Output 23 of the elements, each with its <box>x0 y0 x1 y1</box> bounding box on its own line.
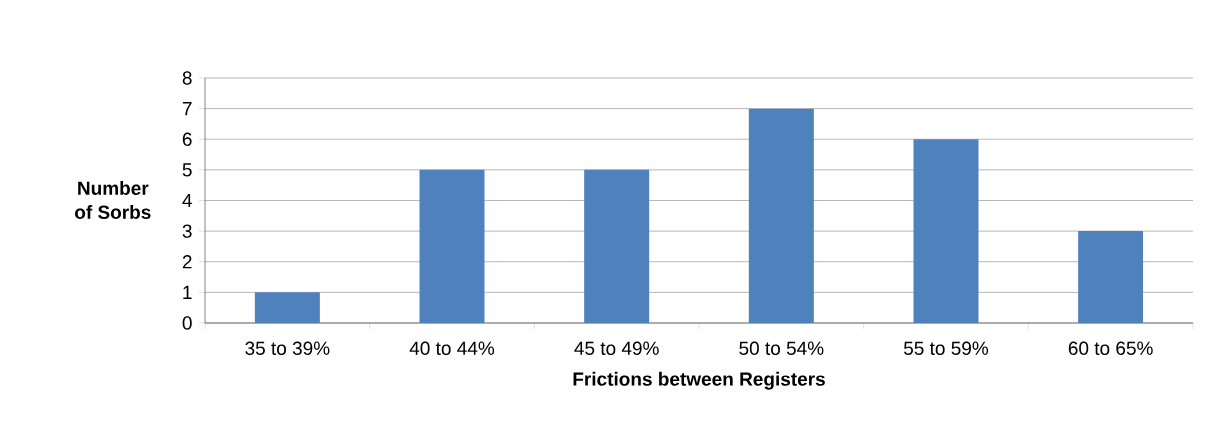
bar <box>584 169 650 323</box>
x-tick-label: 35 to 39% <box>245 341 330 355</box>
x-tick-label: 45 to 49% <box>574 341 659 355</box>
bar <box>254 292 320 323</box>
y-tick-label: 7 <box>182 102 192 116</box>
y-tick-label: 6 <box>182 132 192 146</box>
y-tick-label: 0 <box>182 316 192 330</box>
x-tick-label: 50 to 54% <box>739 341 824 355</box>
x-tick-label: 60 to 65% <box>1068 341 1153 355</box>
y-tick-label: 2 <box>182 255 192 269</box>
x-tick-label: 55 to 59% <box>903 341 989 355</box>
x-axis-title: Frictions between Registers <box>573 371 825 390</box>
bar <box>1078 231 1144 323</box>
y-tick-label: 1 <box>183 285 192 299</box>
bar <box>748 108 814 323</box>
y-axis-title: Number of Sorbs <box>75 181 151 219</box>
bar <box>913 139 979 323</box>
y-tick-label: 4 <box>182 193 192 208</box>
x-tick-label: 40 to 44% <box>409 341 495 355</box>
bar <box>419 169 485 323</box>
y-tick-label: 3 <box>182 224 192 238</box>
y-tick-label: 8 <box>182 71 192 85</box>
y-tick-label: 5 <box>182 163 192 177</box>
